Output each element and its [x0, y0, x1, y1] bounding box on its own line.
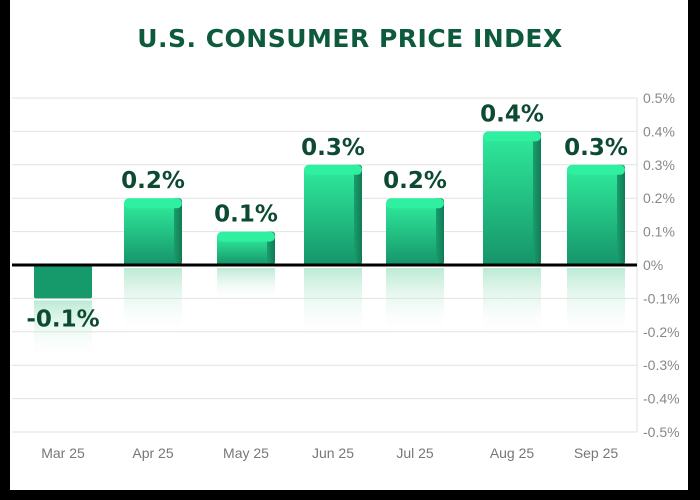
bar: [217, 237, 267, 265]
bar-reflection: [483, 268, 541, 338]
y-tick-label: -0.3%: [643, 357, 680, 373]
x-tick-label: Jul 25: [396, 445, 434, 461]
y-tick-label: -0.2%: [643, 324, 680, 340]
x-tick-label: Mar 25: [41, 445, 85, 461]
bar-side: [352, 164, 362, 265]
data-label: 0.4%: [480, 101, 544, 127]
bar-top: [386, 198, 444, 209]
bar-top: [567, 164, 625, 175]
bar-reflection: [304, 268, 362, 338]
chart-title: U.S. CONSUMER PRICE INDEX: [137, 24, 563, 53]
y-tick-label: -0.1%: [643, 290, 680, 306]
bar-side: [531, 131, 541, 265]
bar: [567, 170, 617, 265]
bar-side: [615, 164, 625, 265]
bar-top: [304, 164, 362, 175]
y-tick-label: -0.5%: [643, 424, 680, 440]
bar-reflection: [386, 268, 444, 335]
data-label: 0.1%: [214, 202, 278, 228]
x-tick-label: Aug 25: [490, 445, 535, 461]
bar-top: [124, 198, 182, 209]
y-tick-label: 0.2%: [643, 190, 675, 206]
data-label: 0.2%: [121, 168, 185, 194]
data-label: 0.2%: [383, 168, 447, 194]
x-tick-label: Sep 25: [574, 445, 619, 461]
bar: [124, 204, 174, 265]
bar-top: [217, 231, 275, 242]
bar: [483, 137, 533, 265]
bar-reflection: [34, 300, 92, 361]
x-tick-label: Apr 25: [132, 445, 173, 461]
bar-reflection: [217, 268, 275, 302]
y-tick-label: 0.3%: [643, 157, 675, 173]
bar-reflection: [124, 268, 182, 335]
bar-reflection: [567, 268, 625, 338]
bar-top: [483, 131, 541, 142]
data-label: 0.3%: [301, 135, 365, 161]
bar: [304, 170, 354, 265]
data-label: 0.3%: [564, 135, 628, 161]
x-tick-label: Jun 25: [312, 445, 354, 461]
bar-side: [434, 198, 444, 265]
bar-side: [172, 198, 182, 265]
y-tick-label: -0.4%: [643, 391, 680, 407]
data-label: -0.1%: [26, 306, 99, 332]
x-tick-label: May 25: [223, 445, 269, 461]
y-tick-label: 0.5%: [643, 90, 675, 106]
y-tick-label: 0.1%: [643, 224, 675, 240]
y-tick-label: 0%: [643, 257, 663, 273]
bar: [386, 204, 436, 265]
y-tick-label: 0.4%: [643, 123, 675, 139]
bar: [34, 265, 92, 299]
